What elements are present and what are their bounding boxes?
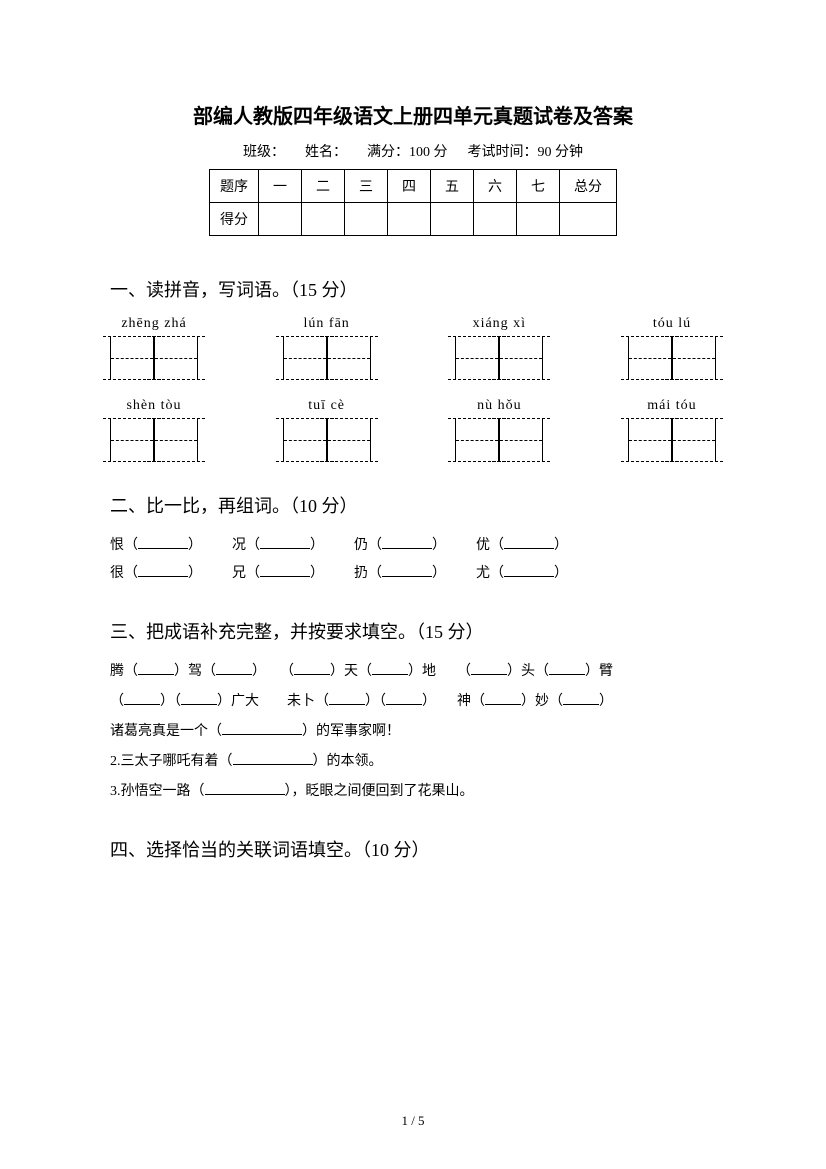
table-cell: 三 — [345, 170, 388, 203]
table-row: 题序 一 二 三 四 五 六 七 总分 — [210, 170, 617, 203]
pinyin-label: mái tóu — [647, 398, 696, 414]
pinyin-group: shèn tòu — [110, 398, 198, 462]
q2-text: 况（ — [232, 538, 260, 553]
section1-heading: 一、读拼音，写词语。（15 分） — [110, 276, 716, 302]
table-cell: 题序 — [210, 170, 259, 203]
pinyin-group: zhēng zhá — [110, 316, 198, 380]
table-row: 得分 — [210, 203, 617, 236]
section2-heading: 二、比一比，再组词。（10 分） — [110, 492, 716, 518]
q2-text: 兄（ — [232, 566, 260, 581]
pinyin-group: lún fān — [283, 316, 371, 380]
pinyin-group: xiáng xì — [455, 316, 543, 380]
table-cell — [259, 203, 302, 236]
table-cell — [517, 203, 560, 236]
table-cell: 五 — [431, 170, 474, 203]
q2-text: 尤（ — [476, 566, 504, 581]
fill-line: 3.孙悟空一路（），眨眼之间便回到了花果山。 — [110, 778, 716, 806]
table-cell: 得分 — [210, 203, 259, 236]
table-cell: 二 — [302, 170, 345, 203]
pinyin-label: xiáng xì — [473, 316, 527, 332]
pinyin-group: tuī cè — [283, 398, 371, 462]
page-number: 1 / 5 — [0, 1113, 826, 1129]
table-cell: 总分 — [560, 170, 617, 203]
fill-line: 2.三太子哪吒有着（）的本领。 — [110, 748, 716, 776]
table-cell — [560, 203, 617, 236]
table-cell: 七 — [517, 170, 560, 203]
table-cell — [345, 203, 388, 236]
table-cell — [302, 203, 345, 236]
q2-row: 很（） 兄（） 扔（） 尤（） — [110, 560, 716, 588]
table-cell: 四 — [388, 170, 431, 203]
section4-heading: 四、选择恰当的关联词语填空。（10 分） — [110, 836, 716, 862]
fill-line: 诸葛亮真是一个（）的军事家啊！ — [110, 718, 716, 746]
q2-text: 仍（ — [354, 538, 382, 553]
pinyin-label: tuī cè — [308, 398, 345, 414]
table-cell — [431, 203, 474, 236]
pinyin-label: lún fān — [304, 316, 350, 332]
fill-line: 腾（）驾（） （）天（）地 （）头（）臂 — [110, 658, 716, 686]
pinyin-label: shèn tòu — [126, 398, 181, 414]
class-label: 班级： — [243, 141, 285, 161]
table-cell: 一 — [259, 170, 302, 203]
fill-line: （）（）广大 未卜（）（） 神（）妙（） — [110, 688, 716, 716]
q2-text: 优（ — [476, 538, 504, 553]
score-table: 题序 一 二 三 四 五 六 七 总分 得分 — [209, 169, 617, 236]
time-label: 考试时间：90 分钟 — [468, 141, 584, 161]
pinyin-label: zhēng zhá — [121, 316, 186, 332]
table-cell — [388, 203, 431, 236]
pinyin-group: mái tóu — [628, 398, 716, 462]
section3-heading: 三、把成语补充完整，并按要求填空。（15 分） — [110, 618, 716, 644]
exam-info-row: 班级： 姓名： 满分：100 分 考试时间：90 分钟 — [110, 141, 716, 161]
q2-text: 扔（ — [354, 566, 382, 581]
full-score-label: 满分：100 分 — [367, 141, 448, 161]
pinyin-group: nù hǒu — [455, 398, 543, 462]
name-label: 姓名： — [305, 141, 347, 161]
table-cell — [474, 203, 517, 236]
pinyin-label: tóu lú — [653, 316, 691, 332]
pinyin-label: nù hǒu — [477, 398, 522, 414]
q2-row: 恨（） 况（） 仍（） 优（） — [110, 532, 716, 560]
table-cell: 六 — [474, 170, 517, 203]
q2-text: 恨（ — [110, 538, 138, 553]
q2-text: 很（ — [110, 566, 138, 581]
pinyin-group: tóu lú — [628, 316, 716, 380]
pinyin-section: zhēng zhá lún fān xiáng xì tóu lú shèn t… — [110, 316, 716, 462]
document-title: 部编人教版四年级语文上册四单元真题试卷及答案 — [110, 100, 716, 129]
